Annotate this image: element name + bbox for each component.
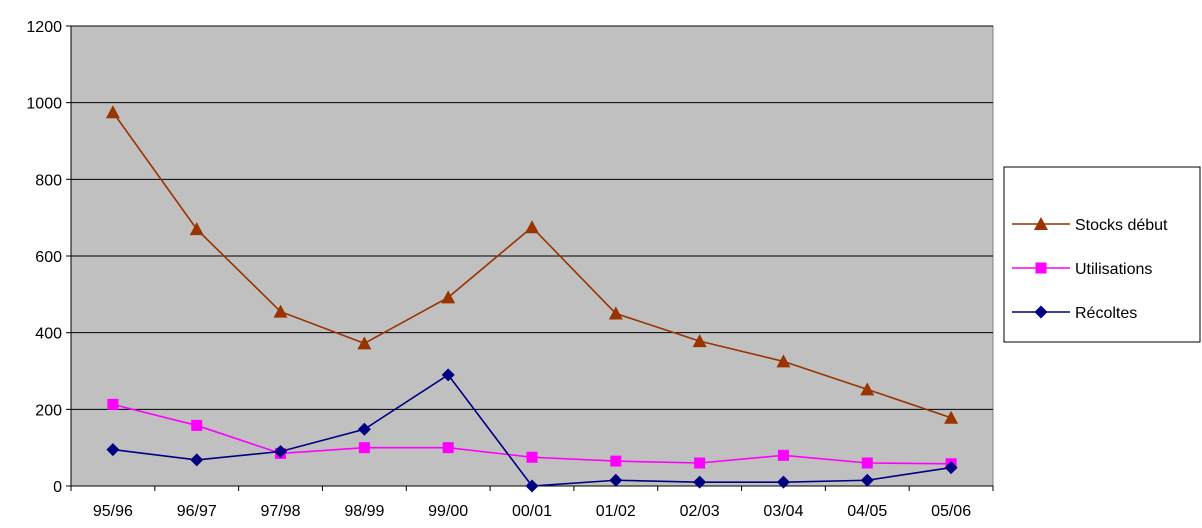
legend-swatch-marker [1034,217,1048,230]
legend-label: Utilisations [1075,261,1152,278]
data-point [190,453,204,467]
data-point [357,422,371,436]
x-axis-ticks: 95/96 96/97 97/98 98/99 99/00 00/01 01/02 02/03… [70,486,994,520]
data-point [610,455,622,467]
legend: Stocks début Utilisations Récoltes [1003,166,1201,343]
data-point [944,461,958,475]
y-tick-label: 600 [35,249,62,266]
x-tick-label: 02/03 [680,503,720,520]
series-stocks-d-but [105,105,959,424]
legend-item: Récoltes [1012,305,1137,322]
y-axis-ticks: 0 200 400 600 800 1000 1200 [26,19,71,496]
data-point [441,368,455,382]
data-point [692,334,707,348]
x-tick-label: 04/05 [847,503,887,520]
y-tick-label: 1200 [26,19,62,36]
data-point [608,306,623,320]
x-tick-label: 96/97 [177,503,217,520]
x-tick-label: 99/00 [428,503,468,520]
legend-label: Récoltes [1075,305,1137,322]
y-tick-label: 0 [53,479,62,496]
legend-swatch-marker [1034,305,1048,319]
legend-item: Utilisations [1012,261,1152,278]
data-point [441,290,456,304]
data-point [105,105,120,119]
legend-swatch-marker [1035,262,1047,274]
data-point [776,354,791,368]
data-point [861,457,873,469]
x-tick-label: 97/98 [261,503,301,520]
data-point [694,457,706,469]
data-point [274,445,288,458]
data-point [860,473,874,487]
x-tick-label: 05/06 [931,503,971,520]
x-tick-label: 00/01 [512,503,552,520]
data-point [189,222,204,236]
data-point [273,304,288,318]
data-point [860,382,875,396]
series-r-coltes [106,368,958,493]
x-tick-label: 98/99 [344,503,384,520]
x-tick-label: 03/04 [763,503,803,520]
data-point [944,410,959,424]
y-tick-label: 200 [35,402,62,419]
data-point [525,220,539,234]
data-point [358,442,370,454]
legend-item: Stocks début [1012,217,1168,234]
data-point [106,443,120,457]
x-tick-label: 01/02 [596,503,636,520]
series-group [105,105,959,493]
data-point [442,442,454,454]
legend-label: Stocks début [1075,217,1168,234]
data-point [777,449,789,461]
y-tick-label: 800 [35,172,62,189]
data-point [107,398,119,410]
data-point [191,419,203,431]
x-tick-label: 95/96 [93,503,133,520]
data-point [526,451,538,463]
y-tick-label: 400 [35,326,62,343]
data-point [776,475,790,489]
data-point [609,473,623,487]
data-point [525,479,539,493]
data-point [693,475,707,489]
y-tick-label: 1000 [26,96,62,113]
data-point [357,336,372,350]
